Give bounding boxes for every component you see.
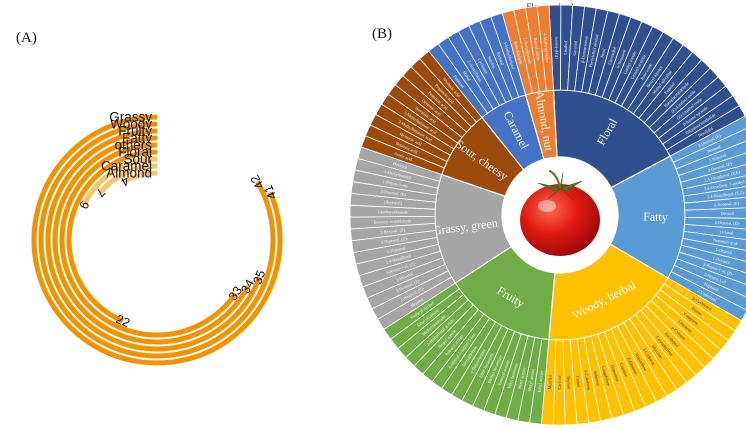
- compound-label: β-Damascenone: [580, 35, 589, 63]
- value-label-floral: 22: [114, 312, 132, 330]
- radial-bar-grassy: [31, 114, 283, 366]
- category-label-floral: Floral: [118, 145, 152, 160]
- category-label-almond: Almond: [106, 166, 152, 181]
- value-label-fatty: 34: [238, 277, 257, 296]
- panel-b-label: (B): [372, 26, 392, 42]
- compound-label: 1-Nonanol: [708, 152, 727, 163]
- compound-label: 2-Octenal, (E)-: [714, 220, 740, 227]
- compound-label: (E)-β-Ionone: [553, 36, 559, 58]
- compound-label: 2-Pentenal, (E)-: [380, 189, 408, 199]
- compound-label: Humulene: [610, 364, 621, 382]
- category-label-caramel: Caramel: [101, 159, 152, 174]
- compound-label: 2-Isobutylthiazole: [377, 209, 408, 215]
- category-label-fruity: Fruity: [118, 124, 152, 139]
- compound-label: Sotolon: [487, 55, 497, 70]
- compound-label: Linalool: [563, 40, 568, 55]
- compound-label: Longifolene: [601, 366, 611, 387]
- value-label-others: 33: [226, 284, 245, 303]
- radial-bar-others: [59, 142, 238, 338]
- compound-label: (Heptanal): [384, 199, 403, 205]
- compound-label: Heptanal: [703, 281, 720, 292]
- compound-label: Thymol: [566, 376, 572, 390]
- value-label-woody: 42: [248, 172, 267, 191]
- compound-label: Nerol: [599, 47, 606, 58]
- compound-label: 1-Penten-3-one: [382, 179, 408, 189]
- compound-label: α-Cubebene: [583, 370, 591, 391]
- category-label-woody: Woody: [110, 117, 152, 132]
- compound-label: 2-Heptenal, (Z)-: [380, 236, 409, 246]
- compound-label: Furfural: [496, 51, 506, 66]
- compound-label: 2-Methylpyrazine: [543, 33, 550, 63]
- category-label-fatty: Fatty: [122, 131, 152, 146]
- compound-sector: [536, 4, 554, 92]
- compound-label: Pinene: [691, 306, 703, 317]
- category-label-grassy: Grassy: [109, 110, 152, 125]
- radial-bar-floral: [66, 149, 158, 324]
- compound-label: 2-Hexenal, (Z)-: [380, 227, 407, 236]
- compound-label: Ethyl acetate: [537, 370, 545, 392]
- radial-bar-fatty: [52, 135, 250, 345]
- category-label-fatty: Fatty: [643, 210, 668, 224]
- wheel-category-floral: Floral(E)-β-Ionone Linalool Geraniol β-Dama…: [548, 4, 746, 189]
- compound-label: Benzene acetaldehyde: [374, 218, 412, 224]
- compound-label: Benzaldehyde: [513, 41, 524, 65]
- compound-label: 2,4-Nonadienal, (E,Z)-: [707, 190, 746, 201]
- compound-label: Hexanal: [410, 296, 425, 308]
- compound-label: 2-Nonenal, (E)-: [714, 200, 741, 208]
- compound-label: Maltol: [462, 70, 473, 83]
- compound-label: 1-Hexanol: [395, 271, 414, 282]
- compound-label: Hexyl acetate: [527, 368, 536, 392]
- compound-label: Carvone: [557, 375, 562, 389]
- panel-a-label: (A): [16, 30, 37, 46]
- compound-label: 1-Hexanol: [712, 255, 731, 265]
- radial-bar-caramel: [98, 163, 158, 195]
- compound-label: Butyl acetate: [517, 367, 527, 390]
- radial-bar-almond: [123, 170, 158, 184]
- compound-label: Hexenol: [393, 161, 409, 170]
- compound-label: 2-Acetylpyrrole: [523, 37, 533, 64]
- compound-label: Geraniol: [572, 40, 578, 56]
- wheel-category-woody-herbal: Woody, herbal β-CyclocitralPineneCamphene…: [540, 243, 742, 426]
- compound-label: Nonanoic acid: [713, 237, 739, 246]
- compound-label: Decanal: [721, 211, 736, 216]
- compound-label: 3-Methylbutanal: [383, 169, 412, 181]
- tomato-icon: [520, 169, 600, 256]
- radial-bar-fruity: [45, 128, 262, 352]
- compound-label: Citronellol: [607, 46, 618, 66]
- compound-label: 5-Heptenal: [386, 245, 406, 254]
- category-label-sour: Sour: [123, 152, 152, 167]
- compound-label: Cedrol: [575, 376, 581, 389]
- compound-label: Sabinene: [593, 370, 601, 386]
- compound-label: Menthol: [547, 374, 553, 389]
- compound-label: Octanal: [720, 229, 734, 235]
- compound-label: Benzyl nitrile: [533, 37, 541, 61]
- wheel-category-caramel: CaramelFuraneolMaltol2-AcetylfuranCyclot…: [428, 12, 545, 171]
- value-label-fruity: 35: [250, 268, 268, 286]
- compound-label: Phenylethyl alcohol: [588, 33, 600, 68]
- category-label-others: others: [114, 138, 152, 153]
- radial-bar-woody: [38, 121, 276, 359]
- compound-label: Copaene: [619, 362, 629, 378]
- compound-label: 1-Octanol: [715, 247, 733, 256]
- compound-label: Nonanal: [706, 143, 722, 154]
- radial-bar-sour: [81, 156, 158, 206]
- compound-label: Acetic acid: [393, 151, 413, 163]
